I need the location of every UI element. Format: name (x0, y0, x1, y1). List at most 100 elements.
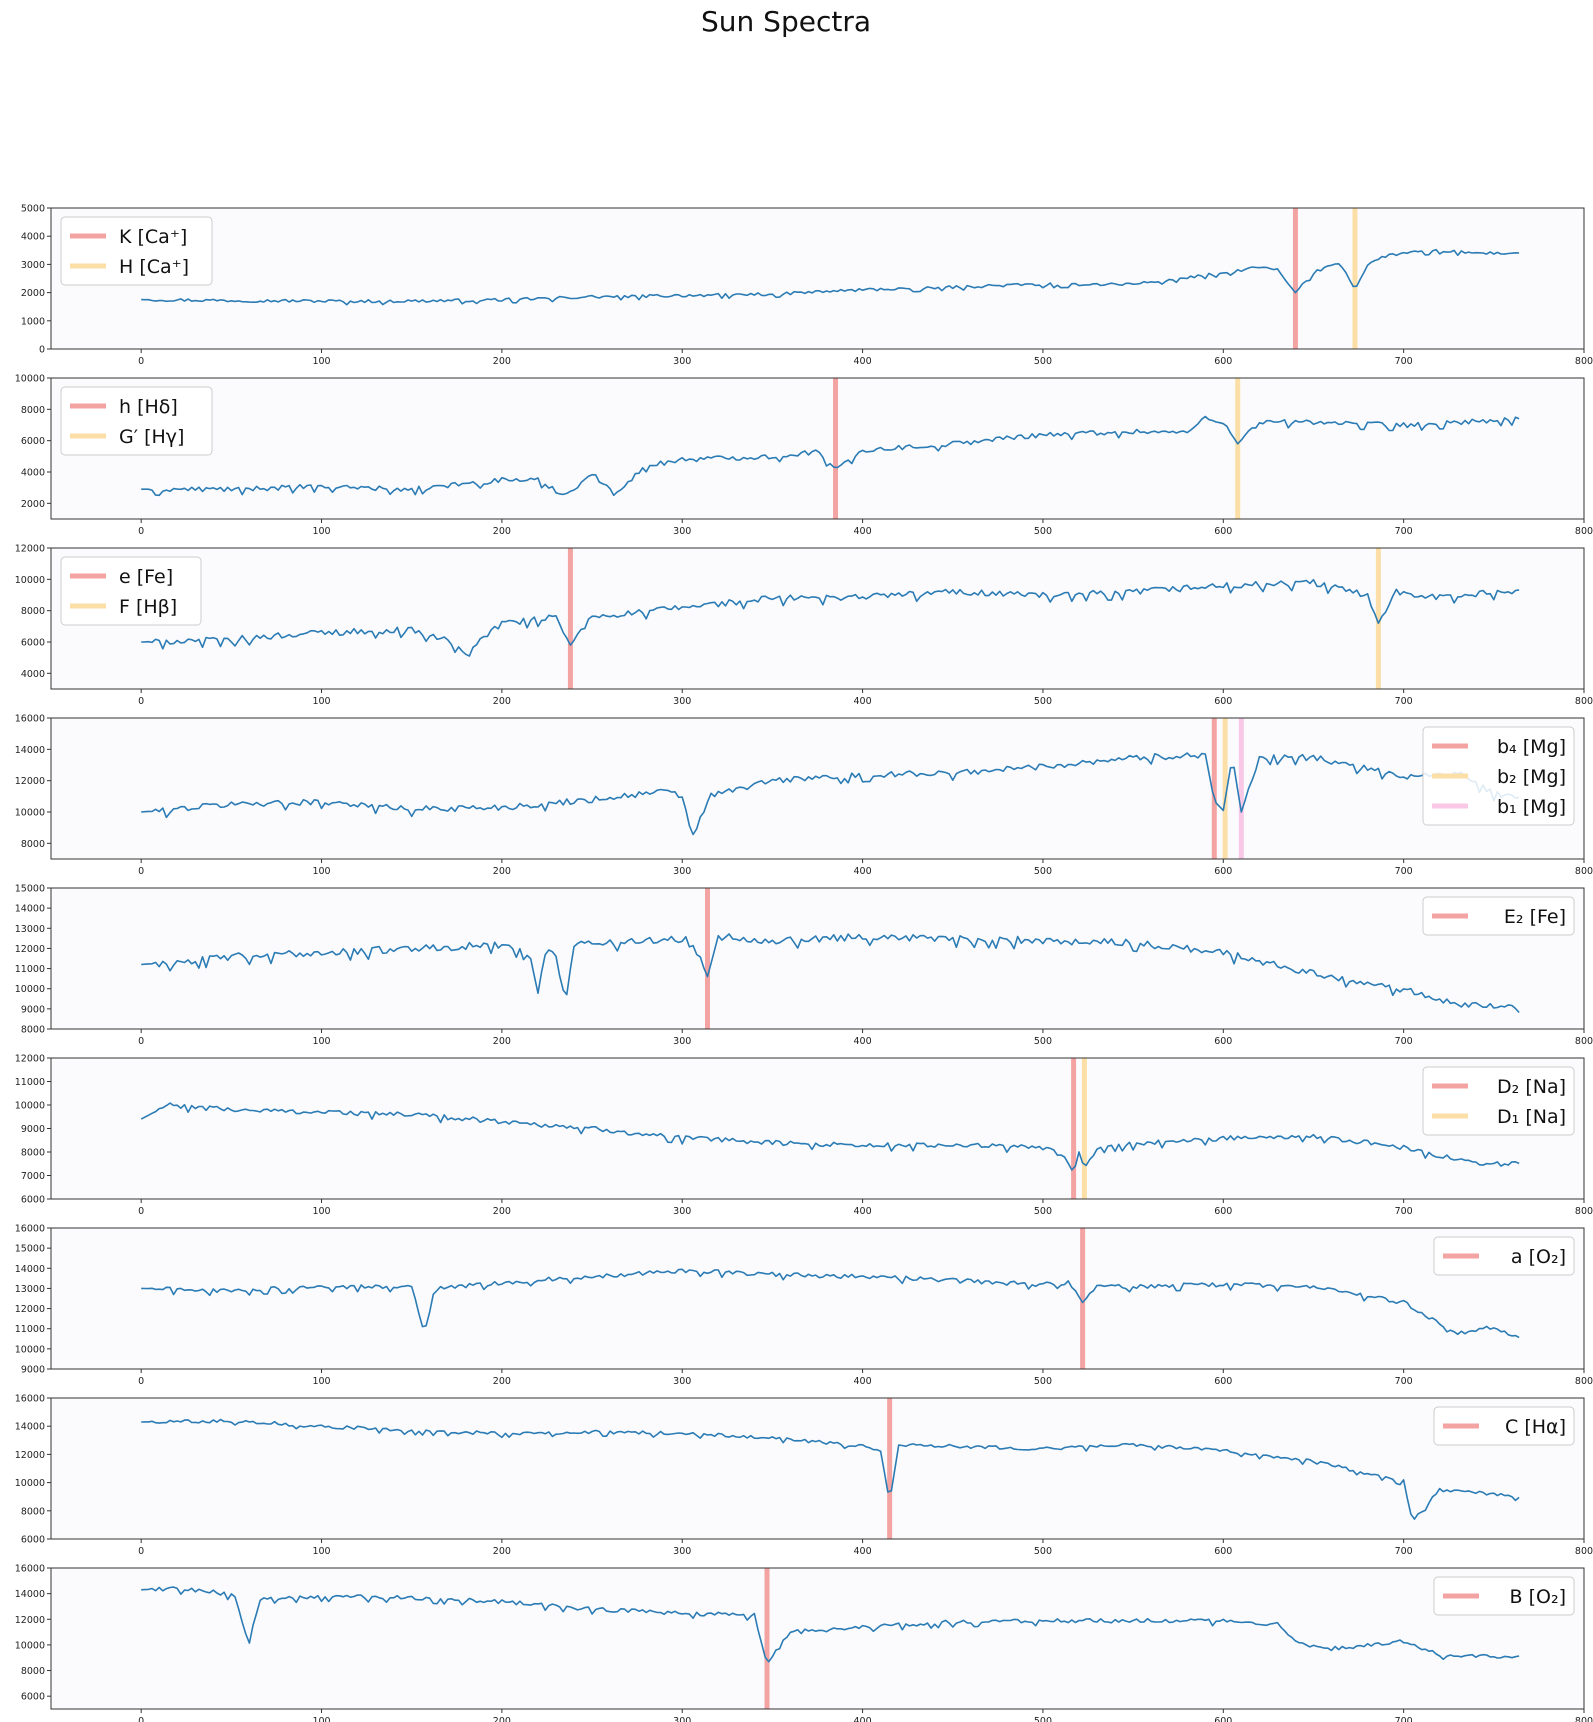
legend-label: D₂ [Na] (1497, 1076, 1566, 1098)
y-tick-label: 14000 (15, 904, 45, 915)
legend: E₂ [Fe] (1422, 896, 1575, 936)
y-tick-label: 0 (39, 345, 45, 356)
x-tick-label: 800 (1575, 356, 1593, 367)
y-tick-label: 10000 (15, 1640, 45, 1651)
legend-label: a [O₂] (1511, 1246, 1566, 1268)
x-tick-label: 800 (1575, 1546, 1593, 1557)
x-tick-label: 500 (1034, 866, 1052, 877)
x-tick-label: 0 (138, 526, 144, 537)
panel-background (51, 208, 1584, 349)
legend-box (1433, 1236, 1575, 1276)
x-tick-label: 600 (1214, 526, 1232, 537)
legend: B [O₂] (1433, 1576, 1575, 1616)
y-tick-label: 14000 (15, 1264, 45, 1275)
y-tick-label: 16000 (15, 1394, 45, 1405)
panel-background (51, 888, 1584, 1029)
y-tick-label: 4000 (21, 468, 45, 479)
x-tick-label: 300 (673, 866, 691, 877)
panel-background (51, 548, 1584, 689)
x-tick-label: 700 (1395, 1376, 1413, 1387)
y-tick-label: 12000 (15, 544, 45, 555)
spectrum-series-line (140, 1102, 1520, 1171)
x-tick-label: 300 (673, 1546, 691, 1557)
x-tick-label: 200 (493, 1206, 511, 1217)
x-tick-label: 400 (854, 1376, 872, 1387)
y-tick-label: 12000 (15, 1304, 45, 1315)
y-tick-label: 12000 (15, 1450, 45, 1461)
spectrum-series-line (141, 752, 1520, 836)
x-tick-label: 100 (312, 1376, 330, 1387)
y-tick-label: 12000 (15, 1615, 45, 1626)
legend-box (1433, 1576, 1575, 1616)
panel-frame (50, 377, 1585, 520)
x-tick-label: 800 (1575, 1036, 1593, 1047)
x-tick-label: 300 (673, 696, 691, 707)
y-tick-label: 8000 (21, 1148, 45, 1159)
spectrum-panel-1: 0 100 200 300 400 500 600 700 800 0 1000 2000 3000 40… (21, 204, 1593, 368)
y-tick-label: 11000 (15, 1077, 45, 1088)
x-tick-label: 600 (1214, 356, 1232, 367)
x-tick-label: 100 (312, 526, 330, 537)
y-tick-label: 8000 (21, 839, 45, 850)
x-tick-label: 500 (1034, 1376, 1052, 1387)
x-tick-label: 200 (493, 696, 511, 707)
panel-background (51, 378, 1584, 519)
x-tick-label: 0 (138, 1546, 144, 1557)
spectra-panels: 0 100 200 300 400 500 600 700 800010002000300040… (15, 204, 1593, 1722)
x-tick-label: 300 (673, 356, 691, 367)
spectrum-series-line (141, 1418, 1520, 1520)
x-tick-label: 700 (1395, 866, 1413, 877)
x-tick-label: 100 (312, 1036, 330, 1047)
y-tick-label: 12000 (15, 776, 45, 787)
legend: e [Fe] F [Hβ] (60, 556, 202, 626)
spectrum-series-line (141, 1268, 1520, 1339)
x-tick-label: 300 (673, 1036, 691, 1047)
panel-background (51, 718, 1584, 859)
x-tick-label: 800 (1575, 526, 1593, 537)
spectrum-panel-8: 0 100 200 300 400 500 600 700 800 6000 8000 10000 12… (15, 1394, 1593, 1558)
x-tick-label: 400 (854, 526, 872, 537)
x-tick-label: 800 (1575, 1716, 1593, 1722)
x-tick-label: 200 (493, 1376, 511, 1387)
y-tick-label: 2000 (21, 288, 45, 299)
x-tick-label: 500 (1034, 696, 1052, 707)
x-tick-label: 100 (312, 866, 330, 877)
x-tick-label: 0 (138, 866, 144, 877)
y-tick-label: 10000 (15, 1101, 45, 1112)
x-tick-label: 400 (854, 1036, 872, 1047)
y-tick-label: 12000 (15, 1054, 45, 1065)
y-tick-label: 6000 (21, 1195, 45, 1206)
y-tick-label: 10000 (15, 374, 45, 385)
spectrum-series-line (141, 415, 1520, 497)
legend-label: H [Ca⁺] (119, 256, 189, 278)
y-tick-label: 10000 (15, 1478, 45, 1489)
x-tick-label: 100 (312, 1206, 330, 1217)
y-tick-label: 13000 (15, 1284, 45, 1295)
figure-title: Sun Spectra (701, 5, 871, 38)
x-tick-label: 500 (1034, 1036, 1052, 1047)
y-tick-label: 9000 (21, 1124, 45, 1135)
legend-label: K [Ca⁺] (119, 226, 187, 248)
x-tick-label: 800 (1575, 1376, 1593, 1387)
legend: D₂ [Na] D₁ [Na] (1422, 1066, 1575, 1136)
y-tick-label: 12000 (15, 944, 45, 955)
y-tick-label: 13000 (15, 924, 45, 935)
x-tick-label: 0 (138, 1376, 144, 1387)
x-tick-label: 200 (493, 866, 511, 877)
legend-label: C [Hα] (1505, 1416, 1566, 1438)
y-tick-label: 8000 (21, 1666, 45, 1677)
panel-background (51, 1228, 1584, 1369)
y-tick-label: 8000 (21, 1506, 45, 1517)
x-tick-label: 200 (493, 526, 511, 537)
x-tick-label: 300 (673, 526, 691, 537)
spectrum-series-line (141, 578, 1520, 657)
x-tick-label: 200 (493, 1036, 511, 1047)
y-tick-label: 14000 (15, 1422, 45, 1433)
x-tick-label: 700 (1395, 1206, 1413, 1217)
spectrum-panel-7: 0 100 200 300 400 500 600 700 800 9000 10000 11000 1… (15, 1224, 1593, 1388)
panel-frame (50, 207, 1585, 350)
x-tick-label: 700 (1395, 696, 1413, 707)
y-tick-label: 14000 (15, 745, 45, 756)
legend-label: B [O₂] (1510, 1586, 1566, 1608)
